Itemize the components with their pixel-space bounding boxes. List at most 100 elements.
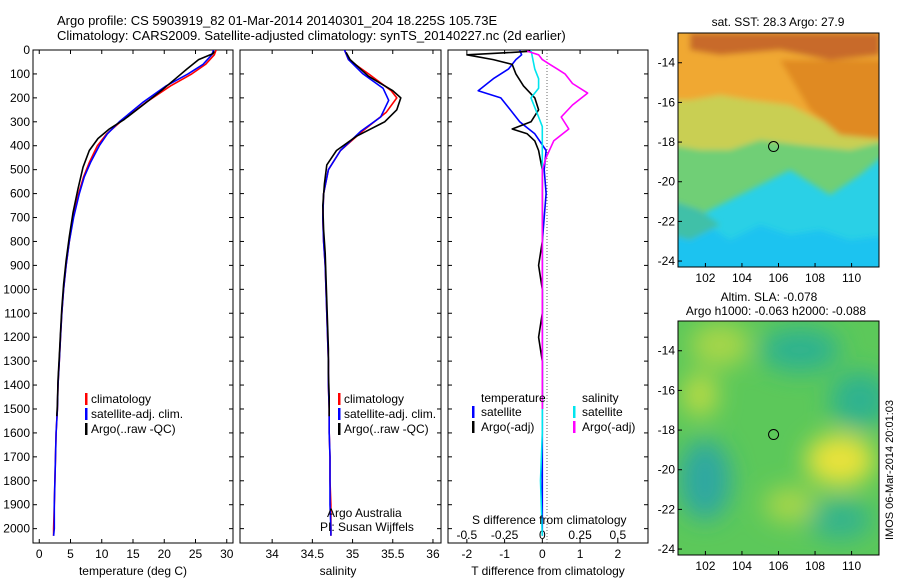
legend-satellite-swatch: [338, 408, 341, 420]
depth-tick-label: 0: [23, 43, 30, 57]
s-diff-tick-label: 0.5: [609, 528, 626, 542]
salinity-legend: climatology satellite-adj. clim. Argo(..…: [338, 392, 436, 436]
sla-low-1: [760, 328, 840, 372]
x-tick-label: 10: [95, 547, 109, 561]
lat-tick-label: -14: [658, 56, 676, 70]
s-diff-tick-label: -0.25: [491, 528, 519, 542]
legend-t-argo-label: Argo(-adj): [481, 420, 534, 434]
x-tick-label: -1: [499, 547, 510, 561]
temperature-axis-label: temperature (deg C): [79, 564, 187, 578]
lat-tick-label: -24: [658, 254, 676, 268]
depth-tick-label: 400: [10, 139, 30, 153]
temperature-x-axis: 0 5 10 15 20 25 30: [36, 50, 234, 561]
x-tick-label: 25: [189, 547, 203, 561]
depth-tick-label: 1700: [3, 450, 30, 464]
sst-map-title: sat. SST: 28.3 Argo: 27.9: [712, 15, 845, 29]
sst-warm-core: [780, 60, 879, 139]
lon-tick-label: 106: [768, 271, 788, 285]
lat-tick-label: -20: [658, 463, 676, 477]
salinity-axis-label: salinity: [320, 564, 357, 578]
sst-teal-patch: [678, 202, 720, 240]
legend-climatology-swatch: [85, 393, 88, 405]
s-difference-label: S difference from climatology: [472, 513, 627, 527]
x-tick-label: 35.5: [381, 547, 405, 561]
legend-climatology-label: climatology: [344, 392, 404, 406]
sla-heatmap: [678, 321, 879, 555]
s-diff-tick-label: 0.25: [568, 528, 592, 542]
t-difference-label: T difference from climatology: [471, 564, 625, 578]
sst-cold-zone: [678, 220, 879, 267]
lat-tick-label: -24: [658, 542, 676, 556]
sst-heatmap: [678, 33, 879, 267]
legend-salinity-heading: salinity: [582, 391, 619, 405]
x-tick-label: 36: [426, 547, 440, 561]
temperature-legend: climatology satellite-adj. clim. Argo(..…: [85, 392, 183, 436]
legend-temperature-heading: temperature: [481, 391, 546, 405]
legend-argo-swatch: [338, 423, 341, 435]
title-line-2: Climatology: CARS2009. Satellite-adjuste…: [57, 28, 566, 43]
sla-high-1: [690, 323, 750, 367]
depth-tick-label: 1600: [3, 426, 30, 440]
depth-tick-label: 500: [10, 163, 30, 177]
series-line-argo-raw-qc-: [321, 52, 402, 417]
x-tick-label: 20: [158, 547, 172, 561]
legend-satellite-label: satellite-adj. clim.: [91, 407, 183, 421]
legend-t-satellite-label: satellite: [481, 405, 522, 419]
lon-tick-label: 110: [842, 559, 861, 573]
sst-map-axes: 102 104 106 108 110 -14 -16 -18 -20 -22 -24: [658, 56, 862, 285]
lon-tick-label: 110: [842, 271, 861, 285]
sst-argo-location-marker: [768, 141, 780, 153]
x-tick-label: 34.5: [301, 547, 325, 561]
x-tick-label: 0: [36, 547, 43, 561]
sst-hot-strip: [690, 33, 879, 60]
imos-credit: IMOS 06-Mar-2014 20:01:03: [884, 400, 896, 540]
depth-tick-label: 1500: [3, 402, 30, 416]
sst-map-panel: sat. SST: 28.3 Argo: 27.9 102 104 106 108 11…: [658, 15, 880, 285]
difference-profile-panel: -2 -1 0 1 2-0.5 -0.25 0 0.25 0.5 S difference fr…: [447, 49, 649, 578]
lon-tick-label: 102: [695, 271, 715, 285]
depth-tick-label: 200: [10, 91, 30, 105]
sla-low-4: [808, 500, 872, 540]
x-tick-label: 2: [614, 547, 621, 561]
depth-tick-label: 100: [10, 67, 30, 81]
legend-s-satellite-label: satellite: [582, 405, 623, 419]
annotation-line-2: PI: Susan Wijffels: [320, 520, 414, 534]
sla-title-line-1: Altim. SLA: -0.078: [721, 290, 818, 304]
x-tick-label: 15: [126, 547, 140, 561]
lon-tick-label: 104: [732, 559, 752, 573]
legend-climatology-label: climatology: [91, 392, 151, 406]
legend-climatology-swatch: [338, 393, 341, 405]
depth-axis: 0 100 200 300 400 500 600 700 800 900 1000 1100 1200…: [3, 43, 233, 536]
lon-tick-label: 104: [732, 271, 752, 285]
legend-satellite-label: satellite-adj. clim.: [344, 407, 436, 421]
legend-s-argo-label: Argo(-adj): [582, 420, 635, 434]
sla-low-2: [830, 372, 879, 428]
sla-map-panel: Altim. SLA: -0.078 Argo h1000: -0.063 h2…: [658, 290, 880, 573]
salinity-depth-ticks: [240, 49, 441, 530]
depth-tick-label: 1100: [4, 306, 30, 320]
temperature-axes-frame: [32, 49, 234, 544]
sla-high-3: [806, 434, 874, 486]
legend-t-argo-swatch: [472, 421, 475, 433]
depth-tick-label: 700: [10, 211, 30, 225]
lon-tick-label: 108: [805, 271, 825, 285]
depth-tick-label: 600: [10, 187, 30, 201]
x-tick-label: 35: [346, 547, 360, 561]
lon-tick-label: 106: [768, 559, 788, 573]
x-tick-label: 30: [220, 547, 234, 561]
difference-axes-frame: [447, 49, 649, 544]
lat-tick-label: -18: [658, 423, 676, 437]
sla-map-axes: 102 104 106 108 110 -14 -16 -18 -20 -22 -24: [658, 344, 862, 573]
lat-tick-label: -22: [658, 214, 676, 228]
sla-argo-location-marker: [768, 429, 780, 441]
lat-tick-label: -14: [658, 344, 676, 358]
depth-tick-label: 2000: [3, 522, 30, 536]
x-tick-label: 0: [539, 547, 546, 561]
annotation-line-1: Argo Australia: [327, 506, 402, 520]
x-tick-label: 1: [577, 547, 584, 561]
temperature-profile-panel: 0100200300400500600700800900100011001200…: [3, 43, 233, 578]
sla-title-line-2: Argo h1000: -0.063 h2000: -0.088: [686, 304, 866, 318]
lon-tick-label: 102: [695, 559, 715, 573]
s-diff-tick-label: -0.5: [457, 528, 478, 542]
